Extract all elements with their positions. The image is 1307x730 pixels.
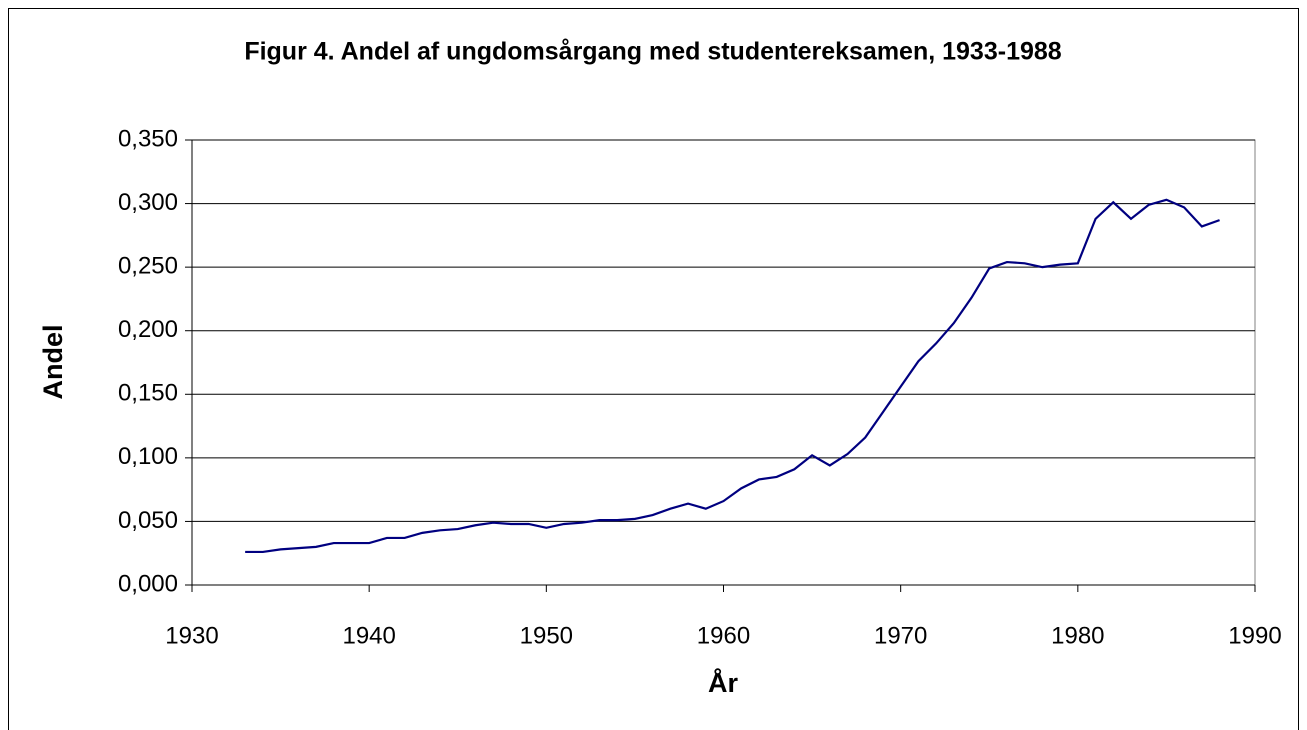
plot-area xyxy=(191,139,1256,586)
x-axis-label: År xyxy=(708,667,738,698)
y-tick-label: 0,100 xyxy=(118,443,178,470)
y-tick-label: 0,000 xyxy=(118,570,178,597)
chart-frame xyxy=(8,8,1299,730)
x-tick-label: 1930 xyxy=(165,622,218,649)
y-tick-label: 0,200 xyxy=(118,316,178,343)
x-tick-label: 1940 xyxy=(342,622,395,649)
data-line xyxy=(245,198,1220,554)
y-axis-label: Andel xyxy=(38,324,68,399)
y-tick-label: 0,050 xyxy=(118,507,178,534)
x-tick-label: 1990 xyxy=(1228,622,1281,649)
y-tick-label: 0,250 xyxy=(118,252,178,279)
y-tick-label: 0,350 xyxy=(118,125,178,152)
x-tick-label: 1970 xyxy=(874,622,927,649)
chart-title: Figur 4. Andel af ungdomsårgang med stud… xyxy=(244,38,1061,66)
x-tick-label: 1960 xyxy=(697,622,750,649)
x-tick-label: 1950 xyxy=(520,622,573,649)
y-tick-label: 0,150 xyxy=(118,380,178,407)
y-tick-label: 0,300 xyxy=(118,189,178,216)
x-tick-label: 1980 xyxy=(1051,622,1104,649)
